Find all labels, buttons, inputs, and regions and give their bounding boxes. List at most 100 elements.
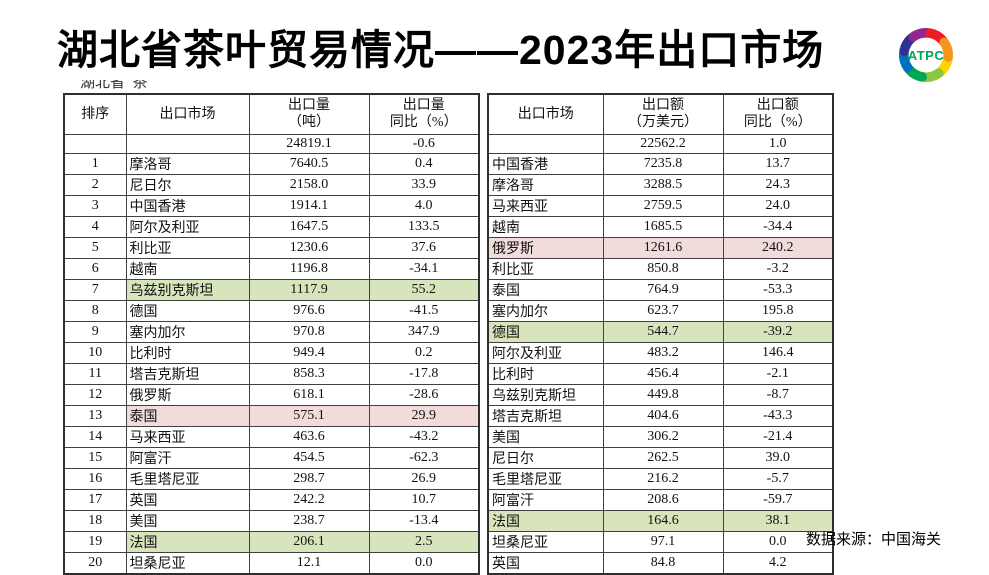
yoy-cell: -17.8	[368, 362, 480, 385]
value-cell: 456.4	[602, 363, 724, 386]
yoy-cell: 26.9	[368, 467, 480, 490]
table-row: 15 阿富汗 454.5 -62.3	[63, 446, 480, 469]
market-cell: 马来西亚	[487, 195, 604, 218]
market-cell: 法国	[487, 510, 604, 533]
col-header-volume: 出口量 （吨）	[248, 93, 370, 135]
yoy-cell: 24.0	[722, 195, 834, 218]
market-cell: 马来西亚	[125, 425, 250, 448]
header-row: 排序 出口市场 出口量 （吨） 出口量 同比（%）	[63, 93, 480, 135]
market-cell: 坦桑尼亚	[487, 531, 604, 554]
market-cell: 德国	[125, 299, 250, 322]
volume-cell: 1117.9	[248, 278, 370, 301]
rank-cell: 19	[63, 530, 127, 553]
yoy-cell: -39.2	[722, 321, 834, 344]
market-cell: 阿尔及利亚	[487, 342, 604, 365]
yoy-cell: 10.7	[368, 488, 480, 511]
table-row: 法国 164.6 38.1	[487, 510, 834, 533]
table-row: 7 乌兹别克斯坦 1117.9 55.2	[63, 278, 480, 301]
table-row: 2 尼日尔 2158.0 33.9	[63, 173, 480, 196]
volume-cell: 575.1	[248, 404, 370, 427]
yoy-cell: -43.3	[722, 405, 834, 428]
market-cell: 利比亚	[125, 236, 250, 259]
market-cell: 中国香港	[125, 194, 250, 217]
export-volume-table: 排序 出口市场 出口量 （吨） 出口量 同比（%） 24819.1 -0.6	[63, 93, 480, 575]
col-header-rank: 排序	[63, 93, 127, 135]
atpc-logo-label: ATPC	[907, 47, 945, 63]
rank-cell: 15	[63, 446, 127, 469]
table-row: 6 越南 1196.8 -34.1	[63, 257, 480, 280]
yoy-cell: -8.7	[722, 384, 834, 407]
yoy-cell: 0.2	[368, 341, 480, 364]
value-total-cell: 22562.2	[602, 133, 724, 155]
market-cell	[125, 133, 250, 154]
value-cell: 404.6	[602, 405, 724, 428]
volume-cell: 1196.8	[248, 257, 370, 280]
yoy-cell: 0.0	[722, 531, 834, 554]
yoy-cell: 38.1	[722, 510, 834, 533]
table-row: 泰国 764.9 -53.3	[487, 279, 834, 302]
value-cell: 7235.8	[602, 153, 724, 176]
market-cell: 塔吉克斯坦	[487, 405, 604, 428]
table-row: 5 利比亚 1230.6 37.6	[63, 236, 480, 259]
yoy-cell: 0.4	[368, 152, 480, 175]
col-header-market: 出口市场	[125, 93, 250, 135]
clipped-text-fragment: 湖北省 茶	[80, 80, 148, 91]
market-cell: 美国	[125, 509, 250, 532]
table-row: 坦桑尼亚 97.1 0.0	[487, 531, 834, 554]
slide-page: 湖北省茶叶贸易情况——2023年出口市场 湖北省 茶 ATPC 排序 出口市场 …	[57, 27, 953, 575]
yoy-cell: 55.2	[368, 278, 480, 301]
rank-cell: 18	[63, 509, 127, 532]
volume-cell: 242.2	[248, 488, 370, 511]
yoy-cell: 133.5	[368, 215, 480, 238]
value-cell: 483.2	[602, 342, 724, 365]
table-row: 俄罗斯 1261.6 240.2	[487, 237, 834, 260]
rank-cell: 7	[63, 278, 127, 301]
market-cell: 俄罗斯	[125, 383, 250, 406]
yoy-total-cell: -0.6	[368, 133, 480, 154]
value-cell: 850.8	[602, 258, 724, 281]
yoy-cell: -21.4	[722, 426, 834, 449]
page-title: 湖北省茶叶贸易情况——2023年出口市场	[57, 27, 825, 73]
market-cell: 毛里塔尼亚	[125, 467, 250, 490]
volume-cell: 454.5	[248, 446, 370, 469]
market-cell: 摩洛哥	[487, 174, 604, 197]
market-cell: 英国	[125, 488, 250, 511]
market-cell: 俄罗斯	[487, 237, 604, 260]
yoy-cell: 240.2	[722, 237, 834, 260]
value-cell: 623.7	[602, 300, 724, 323]
table-row: 中国香港 7235.8 13.7	[487, 153, 834, 176]
market-cell: 尼日尔	[487, 447, 604, 470]
table-row: 塔吉克斯坦 404.6 -43.3	[487, 405, 834, 428]
yoy-cell: -34.1	[368, 257, 480, 280]
table-row: 9 塞内加尔 970.8 347.9	[63, 320, 480, 343]
table-row: 塞内加尔 623.7 195.8	[487, 300, 834, 323]
market-cell: 法国	[125, 530, 250, 553]
market-cell: 越南	[487, 216, 604, 239]
table-row: 8 德国 976.6 -41.5	[63, 299, 480, 322]
table-row: 10 比利时 949.4 0.2	[63, 341, 480, 364]
rank-cell: 14	[63, 425, 127, 448]
volume-cell: 1647.5	[248, 215, 370, 238]
rank-cell: 3	[63, 194, 127, 217]
table-row: 17 英国 242.2 10.7	[63, 488, 480, 511]
market-cell: 阿尔及利亚	[125, 215, 250, 238]
source-note: 数据来源：中国海关	[806, 531, 942, 548]
market-cell	[487, 133, 604, 155]
yoy-cell: -43.2	[368, 425, 480, 448]
rank-cell: 2	[63, 173, 127, 196]
volume-cell: 206.1	[248, 530, 370, 553]
table-row: 19 法国 206.1 2.5	[63, 530, 480, 553]
table-row: 1 摩洛哥 7640.5 0.4	[63, 152, 480, 175]
volume-cell: 949.4	[248, 341, 370, 364]
value-cell: 306.2	[602, 426, 724, 449]
value-cell: 3288.5	[602, 174, 724, 197]
table-row: 16 毛里塔尼亚 298.7 26.9	[63, 467, 480, 490]
export-value-table: 出口市场 出口额 （万美元） 出口额 同比（%） 22562.2 1.0	[487, 93, 834, 575]
table-row: 阿富汗 208.6 -59.7	[487, 489, 834, 512]
table-row: 12 俄罗斯 618.1 -28.6	[63, 383, 480, 406]
volume-cell: 2158.0	[248, 173, 370, 196]
market-cell: 塔吉克斯坦	[125, 362, 250, 385]
yoy-cell: 29.9	[368, 404, 480, 427]
table-row: 3 中国香港 1914.1 4.0	[63, 194, 480, 217]
table-row: 美国 306.2 -21.4	[487, 426, 834, 449]
